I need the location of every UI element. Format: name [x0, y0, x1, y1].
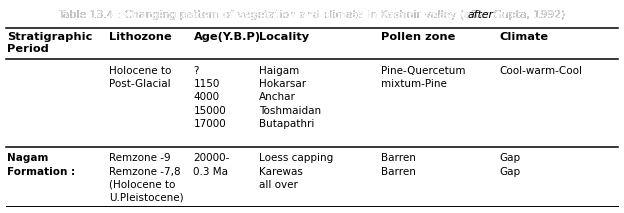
Text: 20000-
0.3 Ma: 20000- 0.3 Ma	[193, 153, 230, 177]
Text: Haigam
Hokarsar
Anchar
Toshmaidan
Butapathri: Haigam Hokarsar Anchar Toshmaidan Butapa…	[259, 66, 321, 129]
Text: after: after	[467, 10, 494, 20]
Text: Table 13.4 : Changing pattern of vegetation and climate in Kashnir valley (after: Table 13.4 : Changing pattern of vegetat…	[59, 10, 565, 20]
Text: Gap
Gap: Gap Gap	[499, 153, 520, 177]
Text: Table 13.4 : Changing pattern of vegetation and climate in Kashnir valley (after: Table 13.4 : Changing pattern of vegetat…	[59, 10, 565, 20]
Text: Barren
Barren: Barren Barren	[381, 153, 416, 177]
Text: Remzone -9
Remzone -7,8
(Holocene to
U.Pleistocene): Remzone -9 Remzone -7,8 (Holocene to U.P…	[109, 153, 184, 203]
Text: Stratigraphic
Period: Stratigraphic Period	[7, 32, 93, 53]
Text: Table 13.4 : Changing pattern of vegetation and climate in Kashnir valley (: Table 13.4 : Changing pattern of vegetat…	[109, 10, 515, 20]
Text: Lithozone: Lithozone	[109, 32, 172, 42]
Text: ?
1150
4000
15000
17000: ? 1150 4000 15000 17000	[193, 66, 226, 129]
Text: Loess capping
Karewas
all over: Loess capping Karewas all over	[259, 153, 333, 190]
Text: Nagam
Formation :: Nagam Formation :	[7, 153, 76, 177]
Text: Cool-warm-Cool: Cool-warm-Cool	[499, 66, 582, 76]
Text: Pollen zone: Pollen zone	[381, 32, 455, 42]
Text: Climate: Climate	[499, 32, 548, 42]
Text: Locality: Locality	[259, 32, 309, 42]
Text: Age(Y.B.P): Age(Y.B.P)	[193, 32, 261, 42]
Text: Holocene to
Post-Glacial: Holocene to Post-Glacial	[109, 66, 172, 89]
Text: Pine-Quercetum
mixtum-Pine: Pine-Quercetum mixtum-Pine	[381, 66, 465, 89]
